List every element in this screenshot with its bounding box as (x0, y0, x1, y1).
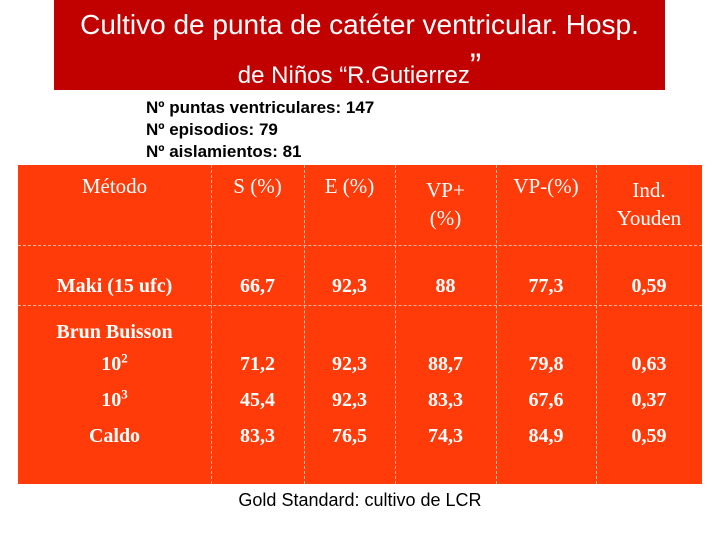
row-label-caldo: Caldo (88, 425, 141, 447)
header-vp-neg: VP-(%) (513, 174, 579, 198)
column-divider (496, 165, 497, 484)
column-divider (211, 165, 212, 484)
header-s: S (%) (233, 174, 282, 198)
label-base: 10 (101, 389, 122, 411)
results-table: Método S (%) E (%) VP+ (%) VP-(%) Ind. Y… (18, 165, 702, 484)
cell-value: 0,63 (631, 353, 667, 375)
cell-value: 66,7 (240, 275, 275, 297)
label-exponent: 2 (121, 350, 128, 366)
header-e: E (%) (324, 174, 375, 198)
header-vp-pos-2: (%) (429, 206, 462, 230)
stats-block: Nº puntas ventriculares: 147 Nº episodio… (146, 97, 374, 163)
row-divider (18, 305, 702, 306)
cell-value: 0,59 (631, 275, 667, 297)
header-youden-1: Ind. (632, 178, 666, 202)
title-line-2-text: de Niños “R.Gutierrez (237, 62, 470, 89)
stat-puntas: Nº puntas ventriculares: 147 (146, 98, 375, 117)
row-label-brun-103: 103 (18, 386, 211, 412)
header-vp-pos-1: VP+ (426, 178, 465, 202)
column-divider (304, 165, 305, 484)
stat-aislamientos: Nº aislamientos: 81 (146, 142, 302, 161)
cell-value: 83,3 (428, 389, 463, 411)
cell-value: 92,3 (332, 275, 367, 297)
cell-value: 74,3 (428, 425, 463, 447)
row-label-brun-buisson: Brun Buisson (56, 321, 173, 343)
cell-value: 92,3 (332, 389, 367, 411)
footer-note: Gold Standard: cultivo de LCR (238, 490, 482, 510)
stat-episodios: Nº episodios: 79 (146, 120, 278, 139)
cell-value: 0,59 (631, 425, 667, 447)
cell-value: 0,37 (631, 389, 667, 411)
header-metodo: Método (81, 174, 148, 198)
header-youden-2: Youden (616, 206, 682, 230)
row-label-maki: Maki (15 ufc) (56, 275, 173, 297)
cell-value: 45,4 (240, 389, 275, 411)
cell-value: 67,6 (528, 389, 564, 411)
cell-value: 92,3 (332, 353, 367, 375)
cell-value: 71,2 (240, 353, 275, 375)
title-line-1: Cultivo de punta de catéter ventricular.… (80, 9, 639, 40)
row-divider (18, 245, 702, 246)
column-divider (395, 165, 396, 484)
cell-value: 79,8 (528, 353, 564, 375)
title-banner: Cultivo de punta de catéter ventricular.… (54, 0, 665, 90)
title-closing-quote: ” (469, 47, 482, 85)
cell-value: 77,3 (528, 275, 564, 297)
label-exponent: 3 (121, 386, 128, 402)
column-divider (596, 165, 597, 484)
cell-value: 76,5 (332, 425, 367, 447)
cell-value: 84,9 (528, 425, 564, 447)
cell-value: 83,3 (240, 425, 275, 447)
title-line-2: de Niños “R.Gutierrez” (54, 47, 665, 92)
cell-value: 88 (435, 275, 456, 297)
cell-value: 88,7 (428, 353, 463, 375)
label-base: 10 (101, 353, 122, 375)
row-label-brun-102: 102 (18, 350, 211, 376)
